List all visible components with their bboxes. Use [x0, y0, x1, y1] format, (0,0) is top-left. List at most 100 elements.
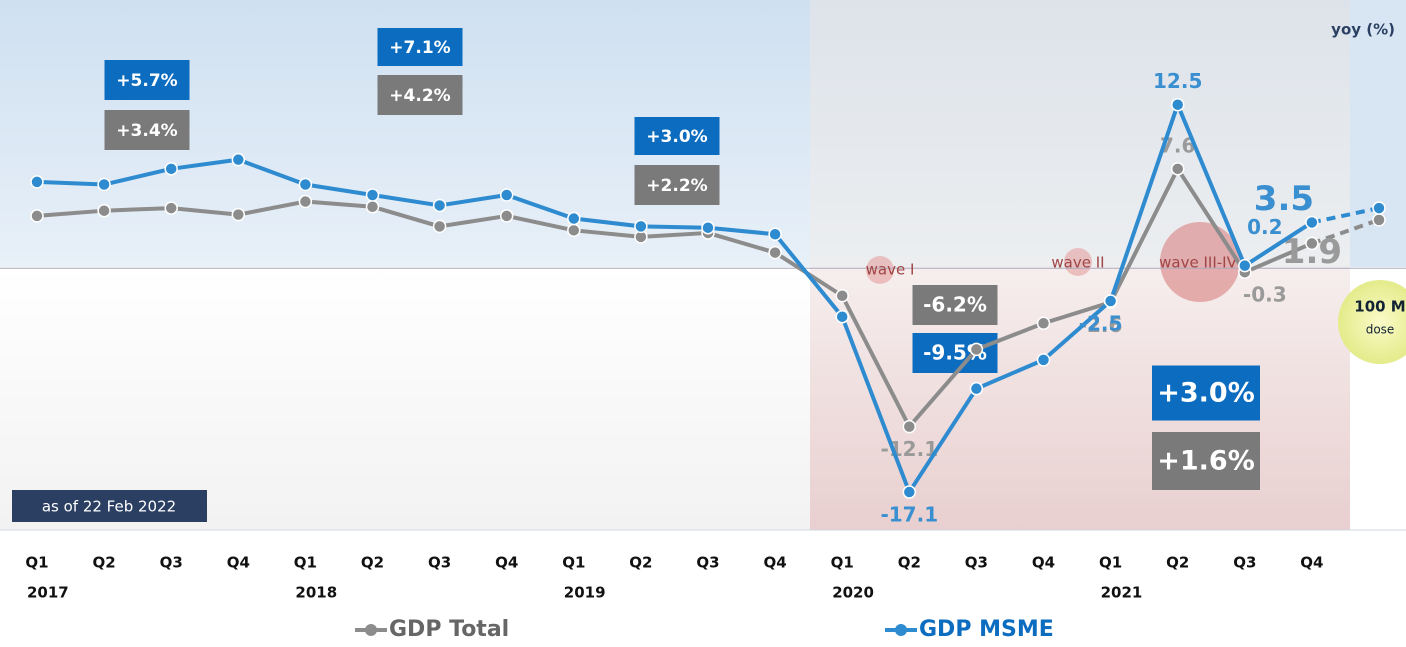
forecast-line	[1311, 206, 1380, 225]
point	[902, 485, 917, 499]
bg	[0, 267, 810, 530]
point	[365, 200, 380, 214]
point	[1170, 162, 1185, 176]
point	[432, 198, 447, 213]
point	[97, 203, 111, 218]
x-tick-label: Q2	[361, 554, 384, 572]
annotation: +5.7%	[116, 71, 177, 91]
x-tick-label: Q1	[562, 554, 585, 572]
data-label: -2.5	[1079, 311, 1123, 335]
point	[768, 245, 782, 260]
data-label: 1.9	[1282, 232, 1342, 272]
point	[499, 209, 514, 223]
point	[1170, 97, 1185, 112]
x-tick-label: Q4	[763, 554, 786, 572]
point	[835, 309, 849, 324]
annotation: +2.2%	[646, 176, 707, 196]
annotation-box	[1152, 365, 1260, 421]
annotation: +3.0%	[646, 127, 707, 147]
point	[164, 162, 178, 176]
annotation-box	[634, 117, 720, 155]
annotation-box	[377, 75, 463, 115]
wave-label: wave III-IV	[1159, 254, 1237, 272]
legend-marker	[365, 624, 377, 636]
point	[1036, 316, 1051, 330]
note: as of 22 Feb 2022	[42, 498, 176, 516]
virus-icon	[1064, 248, 1092, 276]
x-tick-label: Q3	[428, 554, 451, 572]
x-year-label: 2019	[564, 584, 606, 602]
point	[1305, 215, 1319, 230]
annotation: +1.6%	[1157, 446, 1255, 477]
point	[634, 219, 648, 234]
annotation-box	[634, 165, 720, 205]
point	[231, 152, 246, 167]
dose-icon	[1338, 280, 1406, 364]
x-tick-label: Q3	[696, 554, 719, 572]
point	[164, 201, 178, 215]
annotation-box	[912, 333, 998, 373]
x-year-label: 2017	[27, 584, 69, 602]
point	[701, 220, 715, 235]
virus-icon	[1160, 222, 1240, 302]
axis-label: yoy (%)	[1331, 21, 1395, 39]
annotation-box	[104, 60, 190, 100]
x-tick-label: Q1	[1099, 554, 1122, 572]
data-label: 12.5	[1153, 69, 1202, 93]
data-label: 3.5	[1254, 179, 1314, 219]
x-year-label: 2018	[295, 584, 337, 602]
virus-icon	[866, 256, 894, 284]
point	[432, 219, 447, 234]
annotation-box	[1152, 432, 1260, 490]
point	[969, 342, 984, 357]
point	[1238, 258, 1252, 273]
point	[1103, 294, 1118, 308]
annotation: +3.0%	[1157, 378, 1255, 409]
forecast-line	[1311, 217, 1380, 246]
point	[231, 207, 246, 222]
point	[902, 419, 917, 434]
point	[835, 289, 849, 303]
dose-amount: 100 M	[1354, 298, 1405, 316]
data-label: -17.1	[880, 503, 938, 527]
x-tick-label: Q2	[92, 554, 115, 572]
covid-bg	[810, 0, 1350, 267]
annotation: +7.1%	[389, 38, 450, 58]
point	[499, 188, 514, 202]
point	[365, 188, 380, 202]
point	[30, 175, 44, 189]
wave-label: wave I	[866, 261, 915, 279]
x-tick-label: Q3	[160, 554, 183, 572]
point	[1036, 353, 1051, 367]
series-line	[36, 166, 1313, 429]
data-label: 0.2	[1247, 215, 1282, 239]
point	[768, 227, 782, 241]
annotation-box	[912, 285, 998, 325]
note-box	[12, 490, 207, 522]
x-tick-label: Q3	[1233, 554, 1256, 572]
point	[1372, 213, 1386, 227]
legend-label: GDP MSME	[919, 617, 1054, 642]
x-tick-label: Q4	[227, 554, 250, 572]
annotation: +3.4%	[116, 121, 177, 141]
x-tick-label: Q2	[1166, 554, 1189, 572]
annotation: -6.2%	[923, 293, 987, 317]
x-tick-label: Q1	[25, 554, 48, 572]
x-tick-label: Q1	[294, 554, 317, 572]
x-tick-label: Q2	[629, 554, 652, 572]
point	[567, 223, 581, 238]
point	[298, 194, 313, 209]
x-tick-label: Q4	[495, 554, 518, 572]
annotation: +4.2%	[389, 86, 450, 106]
legend-label: GDP Total	[389, 617, 509, 642]
point	[298, 177, 313, 192]
x-year-label: 2021	[1101, 584, 1143, 602]
point	[30, 209, 44, 223]
legend-marker	[895, 624, 907, 636]
wave-label: wave II	[1051, 254, 1104, 272]
point	[567, 211, 581, 226]
x-tick-label: Q4	[1032, 554, 1055, 572]
annotation-box	[377, 28, 463, 66]
point	[969, 381, 984, 396]
x-tick-label: Q1	[831, 554, 854, 572]
